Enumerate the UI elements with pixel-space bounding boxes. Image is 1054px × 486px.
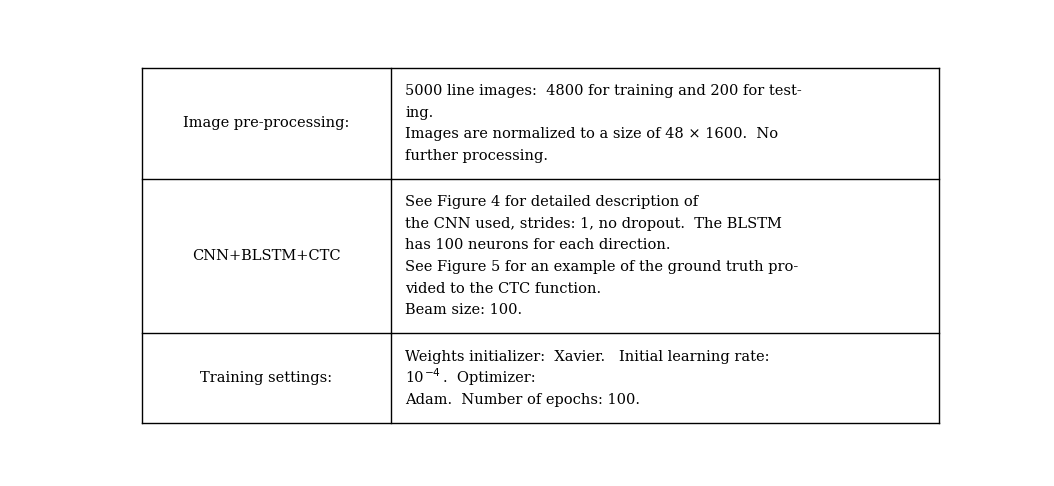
Text: vided to the CTC function.: vided to the CTC function. xyxy=(406,281,602,295)
Text: See Figure 5 for an example of the ground truth pro-: See Figure 5 for an example of the groun… xyxy=(406,260,799,274)
Text: .  Optimizer:: . Optimizer: xyxy=(444,371,535,385)
Text: the CNN used, strides: 1, no dropout.  The BLSTM: the CNN used, strides: 1, no dropout. Th… xyxy=(406,217,782,231)
Text: See Figure 4 for detailed description of: See Figure 4 for detailed description of xyxy=(406,195,699,209)
Text: Beam size: 100.: Beam size: 100. xyxy=(406,303,523,317)
Text: further processing.: further processing. xyxy=(406,149,548,163)
Text: Image pre-processing:: Image pre-processing: xyxy=(183,116,349,130)
Text: Training settings:: Training settings: xyxy=(200,371,332,385)
Text: $-4$: $-4$ xyxy=(424,366,441,378)
Text: 10: 10 xyxy=(406,371,424,385)
Text: Weights initializer:  Xavier.   Initial learning rate:: Weights initializer: Xavier. Initial lea… xyxy=(406,350,769,364)
Text: Images are normalized to a size of 48 × 1600.  No: Images are normalized to a size of 48 × … xyxy=(406,127,779,141)
Text: ing.: ing. xyxy=(406,105,433,120)
Text: CNN+BLSTM+CTC: CNN+BLSTM+CTC xyxy=(192,249,340,263)
Text: $-4$: $-4$ xyxy=(424,366,441,378)
Text: Adam.  Number of epochs: 100.: Adam. Number of epochs: 100. xyxy=(406,393,641,407)
Text: has 100 neurons for each direction.: has 100 neurons for each direction. xyxy=(406,239,671,252)
Text: 5000 line images:  4800 for training and 200 for test-: 5000 line images: 4800 for training and … xyxy=(406,84,802,98)
